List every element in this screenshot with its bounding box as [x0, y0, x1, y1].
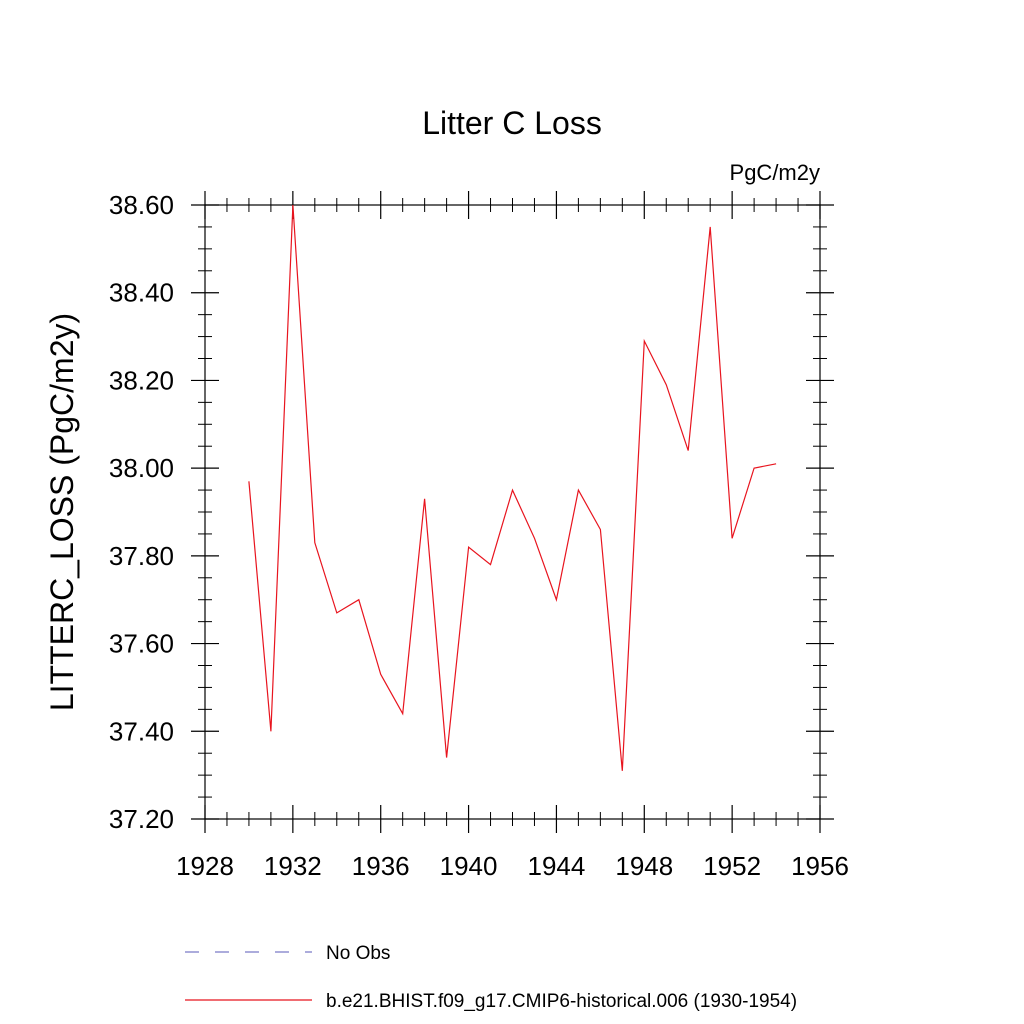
y-tick-labels: 37.20 37.40 37.60 37.80 38.00 38.20 38.40 38.60	[109, 190, 174, 834]
y-tick-label: 37.40	[109, 716, 174, 746]
y-tick-label: 38.40	[109, 278, 174, 308]
x-tick-label: 1948	[615, 851, 673, 881]
x-tick-label: 1932	[264, 851, 322, 881]
x-tick-label: 1952	[703, 851, 761, 881]
y-tick-label: 38.20	[109, 365, 174, 395]
x-tick-label: 1944	[528, 851, 586, 881]
units-label: PgC/m2y	[730, 160, 820, 185]
x-tick-label: 1936	[352, 851, 410, 881]
legend: No Obs b.e21.BHIST.f09_g17.CMIP6-historic…	[185, 943, 797, 1012]
series-group	[248, 204, 777, 771]
y-tick-label: 37.80	[109, 541, 174, 571]
x-tick-label: 1940	[440, 851, 498, 881]
axis-ticks	[191, 191, 834, 833]
x-tick-label: 1956	[791, 851, 849, 881]
series-line-0	[248, 204, 777, 771]
x-tick-labels: 1928 1932 1936 1940 1944 1948 1952 1956	[176, 851, 849, 881]
x-tick-label: 1928	[176, 851, 234, 881]
plot-frame	[204, 204, 821, 820]
y-tick-label: 37.60	[109, 629, 174, 659]
y-tick-label: 38.00	[109, 453, 174, 483]
chart-title: Litter C Loss	[422, 105, 602, 141]
y-axis-label: LITTERC_LOSS (PgC/m2y)	[44, 313, 80, 711]
legend-label-1: b.e21.BHIST.f09_g17.CMIP6-historical.006…	[326, 991, 797, 1012]
y-tick-label: 38.60	[109, 190, 174, 220]
legend-label-0: No Obs	[326, 943, 390, 964]
y-tick-label: 37.20	[109, 804, 174, 834]
